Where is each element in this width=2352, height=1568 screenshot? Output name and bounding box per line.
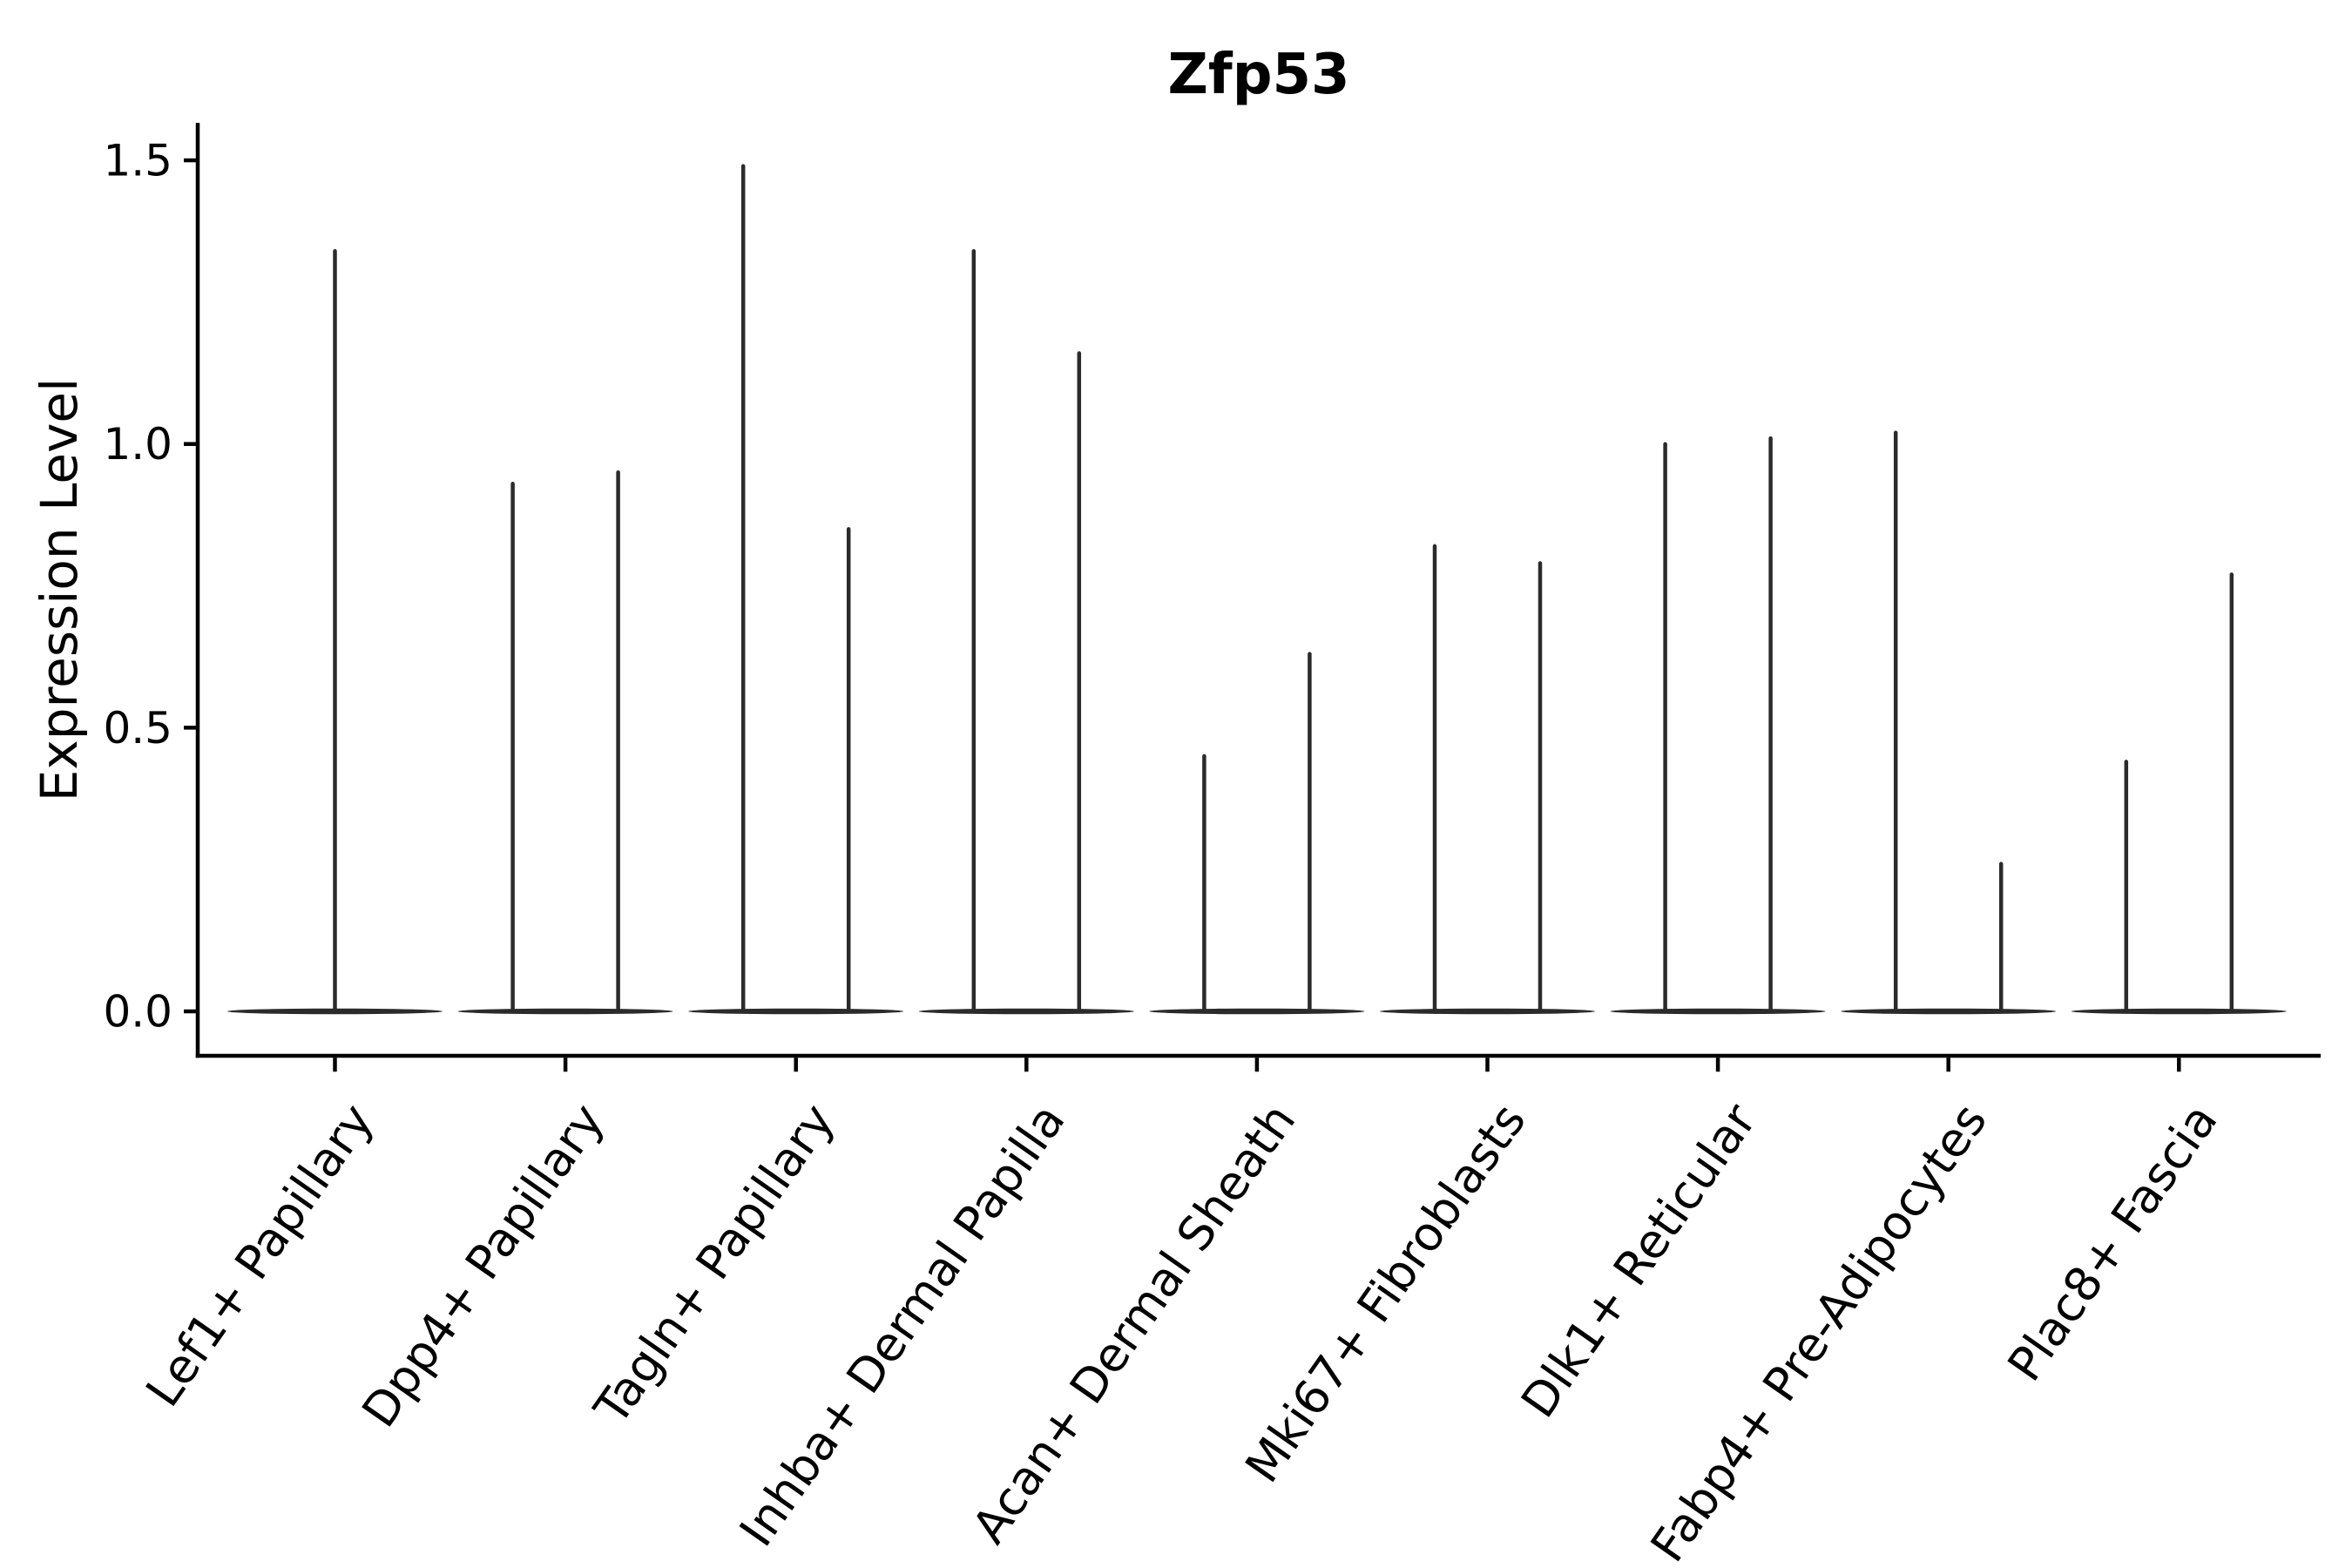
violin-group: [2071, 572, 2287, 1015]
violin-group: [688, 164, 904, 1015]
chart-title: Zfp53: [1167, 43, 1349, 107]
category-label: Dpp4+ Papillary: [351, 1094, 614, 1437]
y-axis-title: Expression Level: [30, 378, 89, 801]
violin-base: [1610, 1008, 1826, 1015]
violins: [227, 164, 2287, 1015]
violin-base: [1380, 1008, 1595, 1015]
violin-group: [1610, 436, 1826, 1015]
violin-group: [918, 249, 1134, 1015]
violin-base: [918, 1008, 1134, 1015]
violin-base: [1841, 1008, 2057, 1015]
axes: 0.0 0.5 1.0 1.5: [103, 123, 2321, 1072]
violin-group: [1380, 544, 1595, 1015]
violin-base: [457, 1008, 673, 1015]
violin-group: [227, 249, 443, 1015]
category-label: Dlk1+ Reticular: [1511, 1093, 1767, 1428]
category-label: Plac8+ Fascia: [1997, 1094, 2228, 1391]
violin-group: [457, 470, 673, 1015]
violin-base: [1149, 1008, 1365, 1015]
violin-group: [1841, 430, 2057, 1015]
violin-base: [688, 1008, 904, 1015]
category-label: Lef1+ Papillary: [135, 1094, 384, 1416]
y-tick-label: 0.5: [103, 703, 172, 754]
y-tick-label: 1.0: [103, 419, 172, 470]
y-tick-label: 1.5: [103, 136, 172, 186]
violin-group: [1149, 652, 1365, 1015]
y-tick-label: 0.0: [103, 987, 172, 1037]
violin-base: [2071, 1008, 2287, 1015]
category-label: Tagln+ Papillary: [584, 1094, 845, 1436]
